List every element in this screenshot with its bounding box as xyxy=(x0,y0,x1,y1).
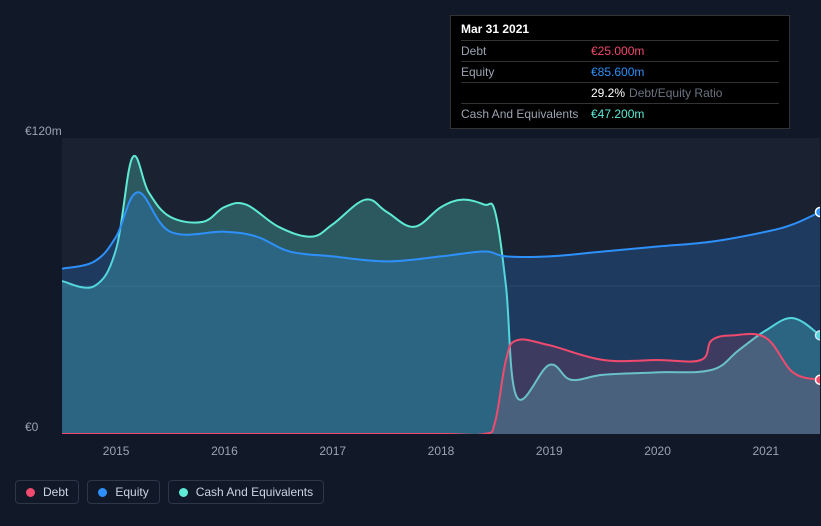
tooltip-date: Mar 31 2021 xyxy=(461,22,779,40)
tooltip-suffix: Debt/Equity Ratio xyxy=(629,85,722,101)
legend-label: Cash And Equivalents xyxy=(196,485,313,499)
plot-area[interactable] xyxy=(62,138,820,434)
legend-dot-icon xyxy=(26,488,35,497)
tooltip-row: Debt€25.000m xyxy=(461,40,779,61)
chart-svg xyxy=(62,138,820,434)
tooltip-value: €85.600m xyxy=(591,64,644,80)
series-end-marker xyxy=(816,208,821,217)
chart-tooltip: Mar 31 2021 Debt€25.000mEquity€85.600m29… xyxy=(450,15,790,129)
legend-label: Debt xyxy=(43,485,68,499)
legend-item[interactable]: Equity xyxy=(87,480,159,504)
tooltip-label xyxy=(461,85,591,101)
debt-equity-chart: Mar 31 2021 Debt€25.000mEquity€85.600m29… xyxy=(15,0,805,460)
legend-label: Equity xyxy=(115,485,148,499)
x-axis-label: 2019 xyxy=(536,444,563,458)
legend: Debt Equity Cash And Equivalents xyxy=(15,480,324,504)
tooltip-row: Cash And Equivalents€47.200m xyxy=(461,103,779,124)
tooltip-label: Cash And Equivalents xyxy=(461,106,591,122)
x-axis-label: 2018 xyxy=(428,444,455,458)
tooltip-value: €47.200m xyxy=(591,106,644,122)
tooltip-row: Equity€85.600m xyxy=(461,61,779,82)
tooltip-row: 29.2%Debt/Equity Ratio xyxy=(461,82,779,103)
legend-dot-icon xyxy=(179,488,188,497)
y-axis-label: €0 xyxy=(25,420,38,434)
x-axis-label: 2021 xyxy=(752,444,779,458)
legend-dot-icon xyxy=(98,488,107,497)
x-axis-label: 2015 xyxy=(103,444,130,458)
x-axis-label: 2016 xyxy=(211,444,238,458)
x-axis-label: 2020 xyxy=(644,444,671,458)
y-axis-label: €120m xyxy=(25,124,62,138)
series-end-marker xyxy=(816,375,821,384)
tooltip-value: €25.000m xyxy=(591,43,644,59)
tooltip-value: 29.2% xyxy=(591,85,625,101)
tooltip-label: Equity xyxy=(461,64,591,80)
legend-item[interactable]: Cash And Equivalents xyxy=(168,480,324,504)
legend-item[interactable]: Debt xyxy=(15,480,79,504)
tooltip-label: Debt xyxy=(461,43,591,59)
x-axis-label: 2017 xyxy=(319,444,346,458)
